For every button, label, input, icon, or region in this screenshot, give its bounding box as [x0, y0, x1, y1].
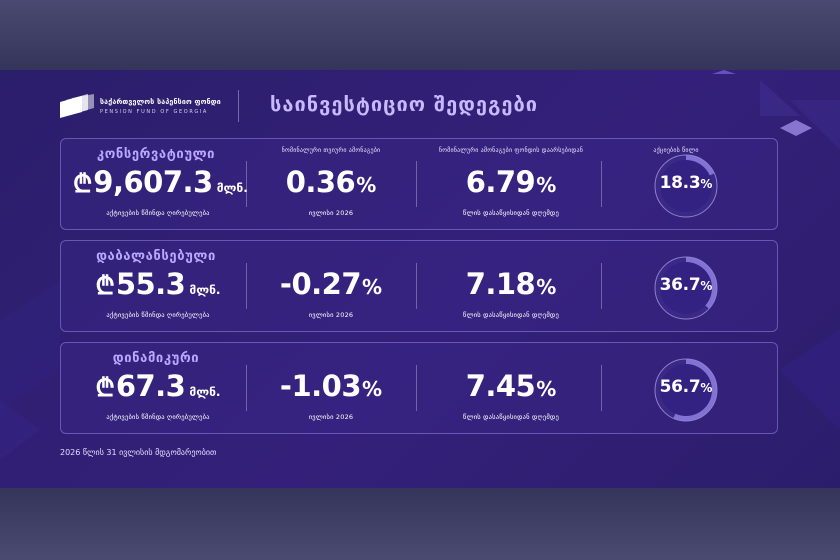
bottom-background-band	[0, 488, 840, 560]
percent-sign: %	[536, 377, 557, 401]
fund-name: კონსერვატიული	[96, 147, 216, 162]
donut-hole	[660, 364, 712, 416]
divider	[246, 263, 247, 309]
amount-unit: მლნ.	[216, 181, 248, 195]
fund-card-balanced: დაბალანსებული ₾55.3 მლნ. აქტივების წმინდა…	[60, 240, 778, 332]
equity-share-label: 56.7%	[653, 377, 719, 397]
percent-sign: %	[362, 377, 383, 401]
divider	[416, 161, 417, 207]
amount-caption: აქტივების წმინდა ღირებულება	[106, 413, 210, 421]
amount-caption: აქტივების წმინდა ღირებულება	[106, 209, 210, 217]
fund-name: დაბალანსებული	[96, 249, 216, 264]
net-asset-value: ₾9,607.3 მლნ.	[73, 165, 248, 200]
monthly-return: 0.36%	[256, 165, 406, 199]
pension-fund-logo: საქართველოს საპენსიო ფონდი PENSION FUND …	[58, 92, 228, 122]
percent-sign: %	[362, 275, 383, 299]
divider	[601, 365, 602, 411]
inception-return-value: 7.45	[465, 369, 536, 403]
net-asset-value: ₾55.3 მლნ.	[73, 267, 243, 302]
equity-share-value: 36.7	[659, 275, 701, 295]
monthly-return: -1.03%	[256, 369, 406, 403]
fund-card-conservative: კონსერვატიული ₾9,607.3 მლნ. აქტივების წმი…	[60, 138, 778, 230]
percent-sign: %	[700, 381, 713, 395]
equity-share-label: 18.3%	[653, 173, 719, 193]
percent-sign: %	[700, 177, 713, 191]
monthly-return-caption: ივლისი 2026	[308, 413, 354, 421]
equity-share-value: 56.7	[659, 377, 701, 397]
inception-return-caption: წლის დასაწყისიდან დღემდე	[463, 209, 559, 217]
equity-share-header: აქციების წილი	[653, 147, 699, 154]
monthly-return-caption: ივლისი 2026	[308, 209, 354, 217]
lari-symbol: ₾	[95, 271, 115, 300]
lari-symbol: ₾	[73, 169, 93, 198]
equity-share-value: 18.3	[659, 173, 701, 193]
page-title: საინვესტიციო შედეგები	[270, 92, 539, 116]
monthly-return-header: ნომინალური თვიური ამონაგები	[281, 147, 381, 154]
header-divider	[238, 90, 239, 122]
equity-share-donut	[654, 256, 718, 320]
monthly-return: -0.27%	[256, 267, 406, 301]
logo-text-en: PENSION FUND OF GEORGIA	[100, 109, 208, 115]
lari-symbol: ₾	[95, 373, 115, 402]
divider	[246, 365, 247, 411]
amount-value: 67.3	[115, 369, 186, 403]
fund-card-dynamic: დინამიკური ₾67.3 მლნ. აქტივების წმინდა ღი…	[60, 342, 778, 434]
amount-value: 55.3	[115, 267, 186, 301]
divider	[601, 263, 602, 309]
inception-return-header: ნომინალური ამონაგები ფონდის დაარსებიდან	[438, 147, 584, 154]
amount-caption: აქტივების წმინდა ღირებულება	[106, 311, 210, 319]
top-background-band	[0, 0, 840, 70]
monthly-return-value: -0.27	[279, 267, 362, 301]
inception-return: 6.79%	[431, 165, 591, 199]
percent-sign: %	[536, 275, 557, 299]
amount-unit: მლნ.	[189, 283, 221, 297]
donut-hole	[660, 262, 712, 314]
monthly-return-caption: ივლისი 2026	[308, 311, 354, 319]
as-of-date-note: 2026 წლის 31 ივლისის მდგომარეობით	[60, 448, 217, 457]
amount-unit: მლნ.	[189, 385, 221, 399]
divider	[601, 161, 602, 207]
fund-name: დინამიკური	[112, 351, 200, 366]
logo-mark-icon	[60, 94, 94, 118]
infographic-panel: საქართველოს საპენსიო ფონდი PENSION FUND …	[0, 70, 840, 488]
logo-text-ka: საქართველოს საპენსიო ფონდი	[100, 98, 221, 106]
divider	[246, 161, 247, 207]
inception-return: 7.18%	[431, 267, 591, 301]
divider	[416, 365, 417, 411]
inception-return-caption: წლის დასაწყისიდან დღემდე	[463, 311, 559, 319]
percent-sign: %	[700, 279, 713, 293]
amount-value: 9,607.3	[93, 165, 213, 199]
monthly-return-value: -1.03	[279, 369, 362, 403]
inception-return: 7.45%	[431, 369, 591, 403]
percent-sign: %	[536, 173, 557, 197]
inception-return-caption: წლის დასაწყისიდან დღემდე	[463, 413, 559, 421]
inception-return-value: 6.79	[465, 165, 536, 199]
inception-return-value: 7.18	[465, 267, 536, 301]
percent-sign: %	[356, 173, 377, 197]
equity-share-donut	[654, 154, 718, 218]
donut-hole	[660, 160, 712, 212]
net-asset-value: ₾67.3 მლნ.	[73, 369, 243, 404]
equity-share-label: 36.7%	[653, 275, 719, 295]
divider	[416, 263, 417, 309]
monthly-return-value: 0.36	[285, 165, 356, 199]
decorative-shapes	[0, 70, 840, 460]
equity-share-donut	[654, 358, 718, 422]
